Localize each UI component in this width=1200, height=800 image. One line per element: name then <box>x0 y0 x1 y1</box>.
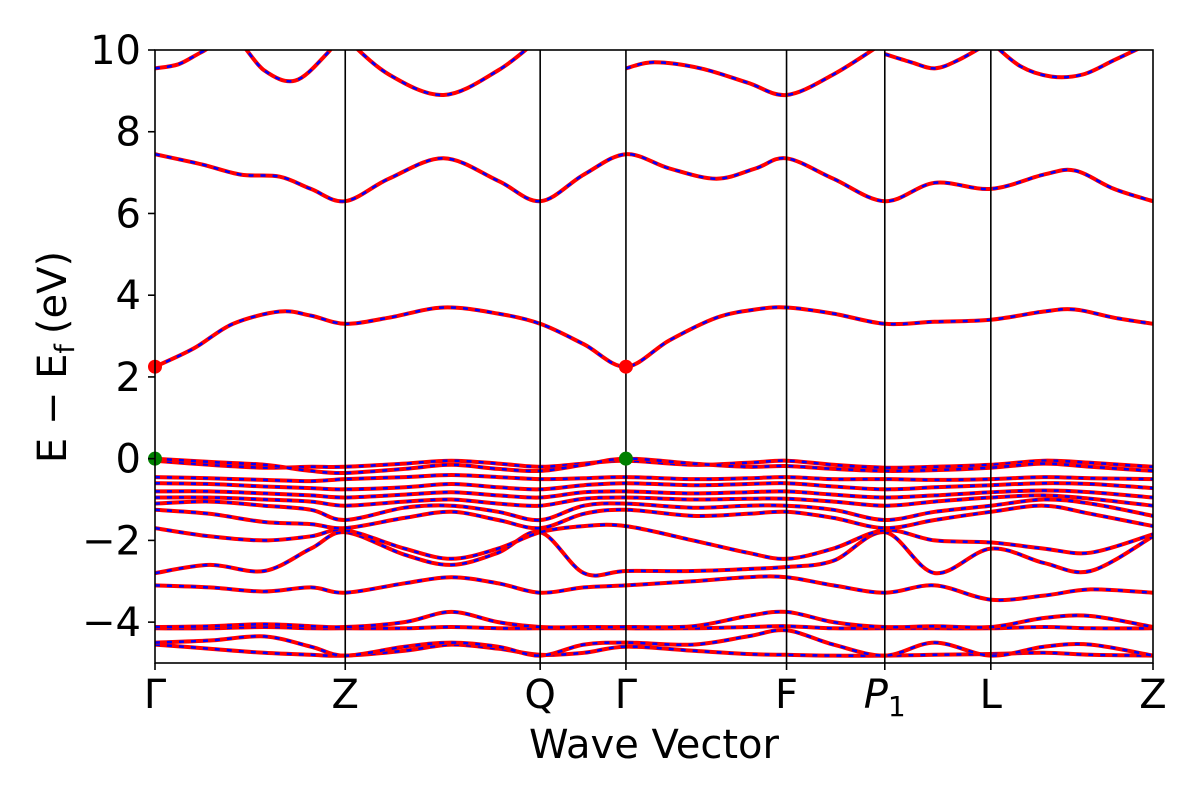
x-tick-label-7: Z <box>1139 672 1166 718</box>
cbm-marker-1 <box>618 359 633 374</box>
band-21 <box>996 50 1141 80</box>
y-axis-label-sub: f <box>50 343 81 354</box>
band-5-overlay <box>155 530 1153 577</box>
band-7-overlay <box>155 504 1153 530</box>
band-15 <box>155 305 1153 369</box>
band-19-overlay <box>625 50 875 97</box>
band-16-overlay <box>155 152 1153 203</box>
band-11 <box>155 481 1153 492</box>
y-axis: −4 −2 0 2 4 6 8 10 <box>82 28 155 646</box>
y-axis-label: E − Ef (eV) <box>30 251 81 463</box>
y-tick-label-4: 4 <box>116 273 141 319</box>
band-8-overlay <box>155 498 1153 522</box>
x-tick-label-6: L <box>980 672 1003 718</box>
y-axis-label-unit: (eV) <box>30 251 76 334</box>
x-tick-label-main: F <box>775 672 798 718</box>
x-tick-label-main: P <box>864 672 889 718</box>
y-tick-label-7: 10 <box>90 28 141 74</box>
y-tick-label-2: 0 <box>116 437 141 483</box>
band-1-overlay <box>155 628 1153 657</box>
band-20 <box>884 50 981 71</box>
x-tick-label-main: Γ <box>615 672 638 718</box>
x-axis-label: Wave Vector <box>529 722 780 768</box>
x-tick-label-sub: 1 <box>888 690 906 723</box>
plot-frame <box>154 49 1154 664</box>
y-tick-label-0: −4 <box>82 600 141 646</box>
x-tick-label-5: P1 <box>864 672 906 723</box>
band-21-overlay <box>998 50 1139 79</box>
band-17-overlay <box>155 50 332 83</box>
x-tick-label-0: Γ <box>144 672 167 718</box>
y-tick-label-3: 2 <box>116 355 141 401</box>
band-14-overlay <box>155 457 1153 475</box>
x-tick-label-2: Q <box>524 672 555 718</box>
band-12 <box>155 472 1153 484</box>
band-4 <box>155 574 1153 603</box>
band-20-overlay <box>884 50 980 70</box>
x-tick-label-3: Γ <box>615 672 638 718</box>
bands-layer <box>155 50 1153 658</box>
x-tick-label-4: F <box>775 672 798 718</box>
x-tick-label-main: Γ <box>144 672 167 718</box>
y-tick-label-5: 6 <box>116 191 141 237</box>
x-tick-label-main: Q <box>524 672 555 718</box>
x-tick-label-1: Z <box>332 672 359 718</box>
markers-layer <box>148 359 633 466</box>
x-tick-label-main: Z <box>1139 672 1166 718</box>
band-18-overlay <box>356 50 528 97</box>
y-axis-label-main: E − E <box>30 354 76 464</box>
vbm-marker-3 <box>618 451 633 466</box>
kpoint-lines <box>344 50 992 663</box>
y-tick-label-1: −2 <box>82 518 141 564</box>
x-tick-label-main: Z <box>332 672 359 718</box>
band-18 <box>355 50 529 98</box>
y-tick-label-6: 8 <box>116 110 141 156</box>
x-axis: Γ Z Q Γ F P1 L Z <box>144 663 1167 723</box>
x-tick-label-main: L <box>980 672 1003 718</box>
